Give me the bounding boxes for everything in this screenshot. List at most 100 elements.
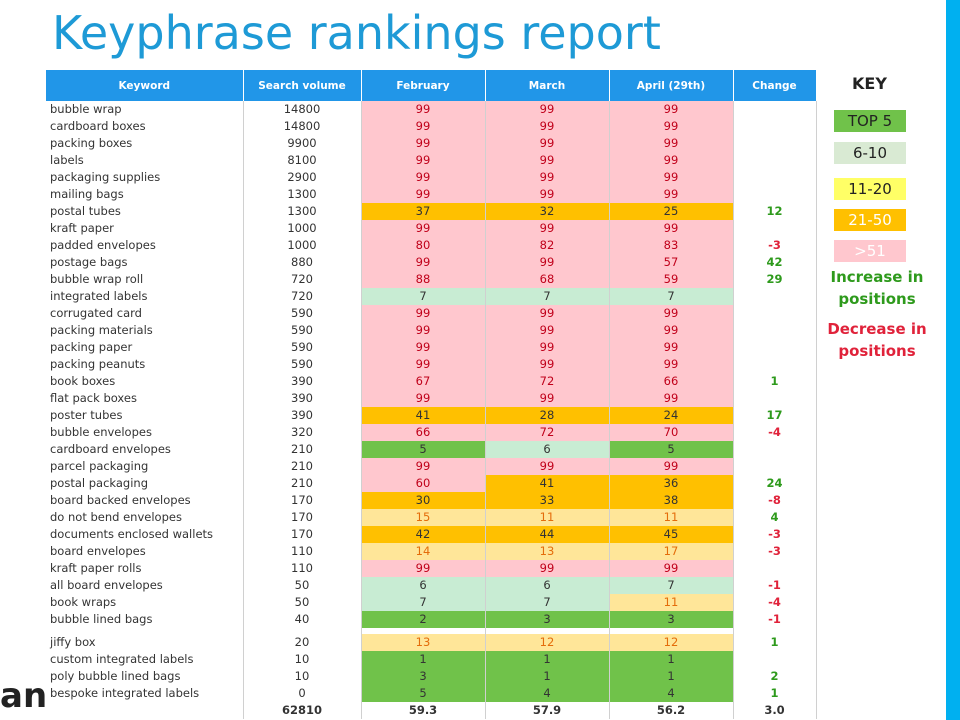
february-rank-cell: 99 [361, 186, 486, 203]
keyword-cell: cardboard boxes [46, 118, 244, 135]
accent-bar [946, 0, 960, 720]
april-rank-cell: 1 [609, 668, 734, 685]
volume-cell: 880 [243, 254, 362, 271]
march-rank-cell: 99 [485, 356, 610, 373]
table-row: integrated labels 720 7 7 7 [46, 288, 817, 305]
table-row: custom integrated labels 10 1 1 1 [46, 651, 817, 668]
spacer-cell [609, 628, 734, 634]
change-cell [733, 651, 817, 668]
table-row: book wraps 50 7 7 11 -4 [46, 594, 817, 611]
april-rank-cell: 99 [609, 305, 734, 322]
table-row: bubble lined bags 40 2 3 3 -1 [46, 611, 817, 628]
march-rank-cell: 33 [485, 492, 610, 509]
volume-cell: 10 [243, 668, 362, 685]
volume-cell: 50 [243, 577, 362, 594]
change-cell: 2 [733, 668, 817, 685]
volume-cell: 110 [243, 560, 362, 577]
keyword-cell: flat pack boxes [46, 390, 244, 407]
table-row: packing paper 590 99 99 99 [46, 339, 817, 356]
table-row: flat pack boxes 390 99 99 99 [46, 390, 817, 407]
change-cell: 12 [733, 203, 817, 220]
keyword-cell: padded envelopes [46, 237, 244, 254]
april-rank-cell: 12 [609, 634, 734, 651]
march-rank-cell: 99 [485, 458, 610, 475]
change-cell [733, 135, 817, 152]
february-rank-cell: 41 [361, 407, 486, 424]
key-top5: TOP 5 [834, 110, 906, 132]
april-rank-cell: 99 [609, 560, 734, 577]
volume-cell: 1300 [243, 186, 362, 203]
change-cell: 17 [733, 407, 817, 424]
table-row: labels 8100 99 99 99 [46, 152, 817, 169]
key-increase: Increase in positions [830, 268, 924, 308]
march-rank-cell: 99 [485, 322, 610, 339]
totals-row: 62810 59.3 57.9 56.2 3.0 [46, 702, 817, 719]
table-row: documents enclosed wallets 170 42 44 45 -3 [46, 526, 817, 543]
april-rank-cell: 99 [609, 135, 734, 152]
change-cell [733, 390, 817, 407]
february-rank-cell: 5 [361, 441, 486, 458]
keyword-cell: bubble lined bags [46, 611, 244, 628]
keyword-cell: bubble wrap roll [46, 271, 244, 288]
table-row: board envelopes 110 14 13 17 -3 [46, 543, 817, 560]
rankings-table: Keyword Search volume February March Apr… [46, 70, 817, 719]
march-rank-cell: 1 [485, 668, 610, 685]
keyword-cell: do not bend envelopes [46, 509, 244, 526]
march-rank-cell: 99 [485, 135, 610, 152]
february-rank-cell: 99 [361, 322, 486, 339]
keyword-cell: parcel packaging [46, 458, 244, 475]
header-keyword: Keyword [46, 70, 244, 101]
change-cell: 42 [733, 254, 817, 271]
table-row: bubble wrap 14800 99 99 99 [46, 101, 817, 118]
table-row: postal packaging 210 60 41 36 24 [46, 475, 817, 492]
change-cell [733, 118, 817, 135]
volume-cell: 590 [243, 356, 362, 373]
change-cell: -1 [733, 611, 817, 628]
keyword-cell: integrated labels [46, 288, 244, 305]
march-rank-cell: 99 [485, 390, 610, 407]
april-rank-cell: 3 [609, 611, 734, 628]
table-row: bubble wrap roll 720 88 68 59 29 [46, 271, 817, 288]
february-rank-cell: 42 [361, 526, 486, 543]
volume-cell: 1000 [243, 237, 362, 254]
volume-cell: 390 [243, 373, 362, 390]
key-6-10: 6-10 [834, 142, 906, 164]
february-rank-cell: 99 [361, 339, 486, 356]
april-rank-cell: 11 [609, 509, 734, 526]
february-rank-cell: 7 [361, 594, 486, 611]
keyword-cell: book wraps [46, 594, 244, 611]
april-rank-cell: 83 [609, 237, 734, 254]
march-rank-cell: 99 [485, 339, 610, 356]
total-kw-cell [46, 702, 244, 719]
change-cell: -8 [733, 492, 817, 509]
change-cell [733, 101, 817, 118]
march-rank-cell: 99 [485, 152, 610, 169]
february-rank-cell: 99 [361, 152, 486, 169]
march-rank-cell: 44 [485, 526, 610, 543]
change-cell [733, 458, 817, 475]
total-vol-cell: 62810 [243, 702, 362, 719]
table-row: corrugated card 590 99 99 99 [46, 305, 817, 322]
keyword-cell: bubble envelopes [46, 424, 244, 441]
volume-cell: 210 [243, 458, 362, 475]
february-rank-cell: 99 [361, 169, 486, 186]
table-row: packing peanuts 590 99 99 99 [46, 356, 817, 373]
change-cell: -3 [733, 526, 817, 543]
keyword-cell: kraft paper rolls [46, 560, 244, 577]
april-rank-cell: 5 [609, 441, 734, 458]
volume-cell: 8100 [243, 152, 362, 169]
change-cell: 1 [733, 373, 817, 390]
keyword-cell: book boxes [46, 373, 244, 390]
header-change: Change [733, 70, 817, 101]
april-rank-cell: 17 [609, 543, 734, 560]
volume-cell: 170 [243, 492, 362, 509]
table-row: postal tubes 1300 37 32 25 12 [46, 203, 817, 220]
february-rank-cell: 99 [361, 305, 486, 322]
spacer-row [46, 628, 817, 634]
keyword-cell: postal tubes [46, 203, 244, 220]
change-cell: 29 [733, 271, 817, 288]
february-rank-cell: 80 [361, 237, 486, 254]
february-rank-cell: 7 [361, 288, 486, 305]
march-rank-cell: 32 [485, 203, 610, 220]
volume-cell: 0 [243, 685, 362, 702]
